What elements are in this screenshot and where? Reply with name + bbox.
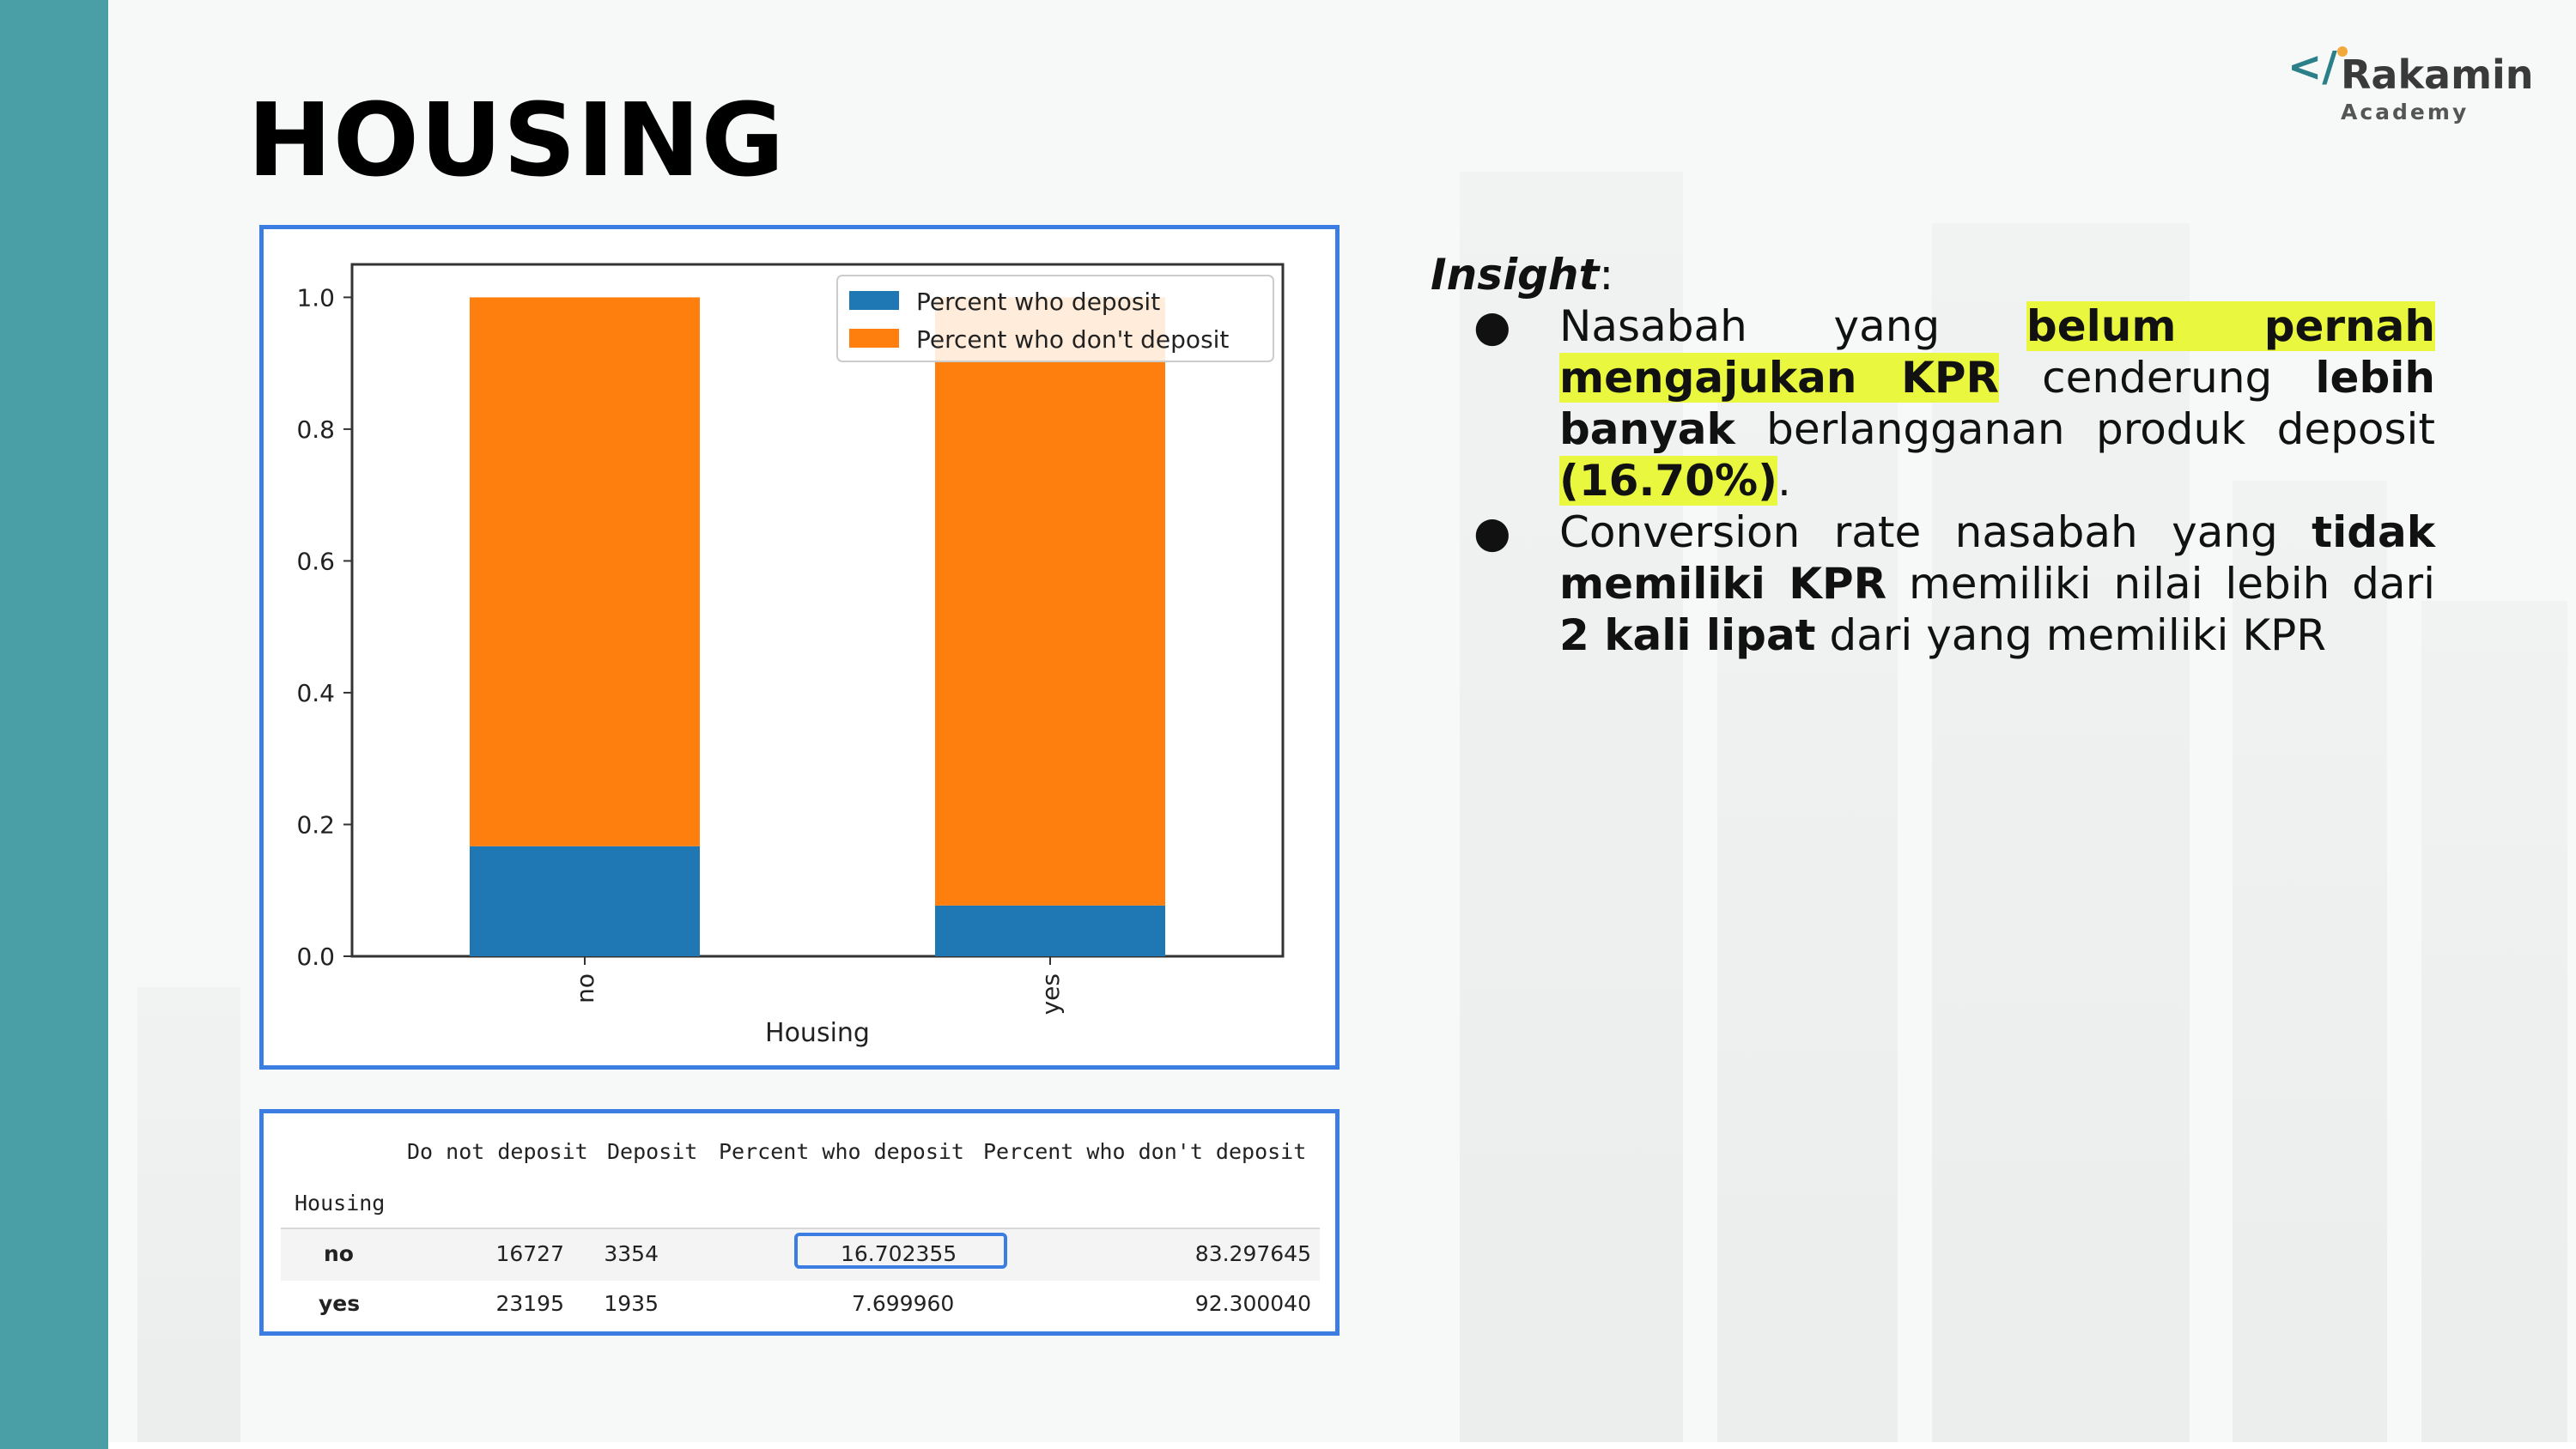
stacked-bar-chart: 0.0 0.2 0.4 0.6 0.8 1.0 no yes Housing Percent wh… xyxy=(296,263,1285,1048)
table-row: yes 23195 1935 7.699960 92.300040 xyxy=(281,1279,1320,1331)
table-cell: 1935 xyxy=(604,1291,659,1316)
text: dari yang memiliki KPR xyxy=(1815,610,2327,660)
text: memiliki nilai lebih dari xyxy=(1886,559,2436,609)
table-header-percent-not-deposit: Percent who don't deposit xyxy=(983,1139,1307,1164)
text: Conversion rate nasabah yang xyxy=(1559,507,2312,557)
row-label: no xyxy=(324,1241,354,1266)
text: . xyxy=(1777,456,1791,506)
highlight-text: (16.70%) xyxy=(1559,456,1777,506)
text: Nasabah yang xyxy=(1559,301,2026,351)
text: cenderung xyxy=(1999,353,2316,403)
logo-mark-icon: </ xyxy=(2287,43,2337,91)
table-cell: 16.702355 xyxy=(841,1241,957,1266)
text: berlangganan produk deposit xyxy=(1735,404,2435,454)
x-tick-label: no xyxy=(571,973,599,1003)
bar-segment-no-1 xyxy=(470,297,700,846)
bold-text: 2 kali lipat xyxy=(1559,610,1816,660)
sidebar-stripe xyxy=(0,0,108,1449)
table-cell: 92.300040 xyxy=(1194,1291,1311,1316)
bar-segment-yes-0 xyxy=(935,905,1165,956)
background-building xyxy=(137,987,240,1442)
chart-frame: 0.0 0.2 0.4 0.6 0.8 1.0 no yes Housing Percent wh… xyxy=(259,225,1340,1070)
bold-text: tidak memiliki KPR xyxy=(1559,507,2435,609)
rakamin-logo: </ Rakamin Academy xyxy=(2287,43,2545,129)
x-tick-label: yes xyxy=(1036,973,1065,1015)
legend-swatch xyxy=(849,329,899,348)
highlight-text: mengajukan KPR xyxy=(1559,353,2000,403)
logo-dot-icon xyxy=(2337,46,2348,57)
table-cell: 23195 xyxy=(495,1291,564,1316)
insight-panel: Insight: ● Nasabah yang belum pernah men… xyxy=(1431,249,2435,661)
table-index-name: Housing xyxy=(295,1191,386,1216)
bar-segment-no-0 xyxy=(470,846,700,956)
insight-title-suffix: : xyxy=(1599,250,1614,300)
background-building xyxy=(1932,223,2190,1442)
page-title: HOUSING xyxy=(247,81,786,199)
bold-text: lebih banyak xyxy=(1559,353,2435,454)
table-header-do-not-deposit: Do not deposit xyxy=(407,1139,588,1164)
table-cell: 83.297645 xyxy=(1194,1241,1311,1266)
data-table: Do not deposit Deposit Percent who depos… xyxy=(259,1109,1340,1336)
highlight-text: belum pernah xyxy=(2026,301,2435,351)
bar-segment-yes-1 xyxy=(935,297,1165,906)
logo-subtitle: Academy xyxy=(2341,100,2470,124)
insight-heading: Insight: xyxy=(1431,249,2435,300)
background-building xyxy=(2421,601,2567,1442)
legend-swatch xyxy=(849,291,899,310)
table-cell: 3354 xyxy=(604,1241,659,1266)
slide-bottom-edge xyxy=(108,1442,2576,1449)
table-header-percent-deposit: Percent who deposit xyxy=(719,1139,964,1164)
bullet-icon: ● xyxy=(1473,301,1511,351)
insight-bullet-1: ● Nasabah yang belum pernah mengajukan K… xyxy=(1431,300,2435,506)
table-cell: 16727 xyxy=(495,1241,564,1266)
legend-label: Percent who deposit xyxy=(916,288,1160,316)
background-building xyxy=(2233,481,2387,1442)
y-tick-label: 0.6 xyxy=(296,547,335,575)
insight-bullet-2: ● Conversion rate nasabah yang tidak mem… xyxy=(1431,506,2435,661)
insight-title: Insight xyxy=(1431,250,1600,300)
legend-label: Percent who don't deposit xyxy=(916,325,1229,354)
table-header-deposit: Deposit xyxy=(607,1139,698,1164)
y-tick-label: 0.0 xyxy=(296,943,335,971)
row-label: yes xyxy=(319,1291,361,1316)
table-cell: 7.699960 xyxy=(852,1291,955,1316)
bullet-icon: ● xyxy=(1473,507,1511,557)
x-axis-label: Housing xyxy=(765,1018,870,1048)
y-tick-label: 0.8 xyxy=(296,415,335,444)
table-row: no 16727 3354 16.702355 83.297645 xyxy=(281,1228,1320,1281)
y-tick-label: 0.4 xyxy=(296,679,335,707)
background-building xyxy=(1717,361,1898,1442)
highlight-box xyxy=(794,1233,1007,1269)
legend-box xyxy=(836,275,1274,362)
logo-name: Rakamin xyxy=(2341,52,2534,98)
y-tick-label: 1.0 xyxy=(296,283,335,312)
y-tick-label: 0.2 xyxy=(296,810,335,839)
